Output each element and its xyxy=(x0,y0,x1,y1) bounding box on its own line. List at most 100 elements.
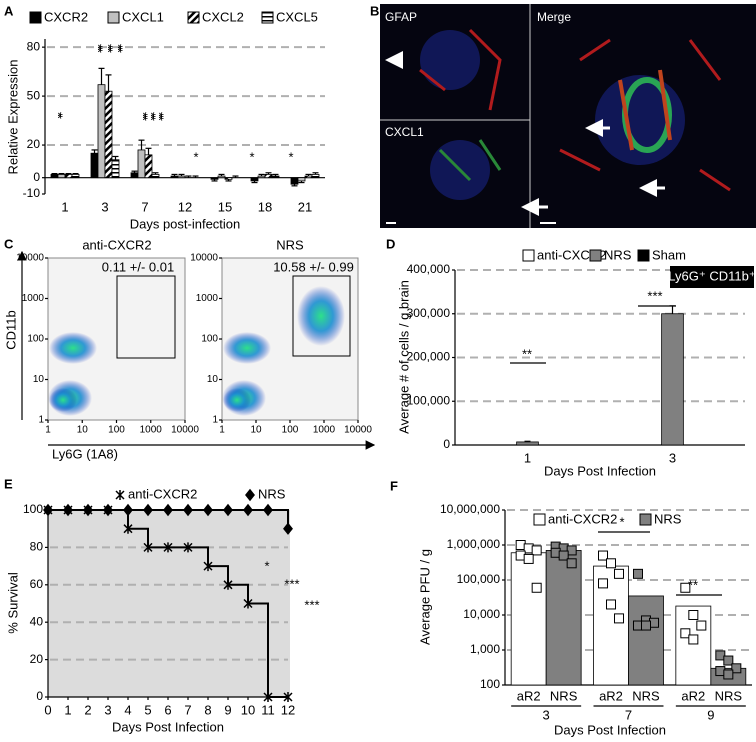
y-tick-label: 80 xyxy=(30,540,44,554)
bar xyxy=(111,159,120,179)
x-tick-label: 100 xyxy=(108,425,125,436)
plot-title: NRS xyxy=(276,237,304,252)
x-tick-label: 4 xyxy=(124,702,131,717)
bar xyxy=(257,175,266,179)
significance-label: * xyxy=(264,558,269,573)
legend-label: CXCR2 xyxy=(44,9,88,24)
significance-label: * xyxy=(249,149,254,164)
legend-swatch xyxy=(107,11,120,24)
bar xyxy=(170,175,179,179)
legend-label: CXCL2 xyxy=(202,9,244,24)
x-tick-label: 100 xyxy=(282,425,299,436)
box-label: Ly6G⁺ CD11b⁺ xyxy=(668,268,755,283)
significance-label: *** xyxy=(91,44,106,53)
data-point xyxy=(688,610,699,620)
x-tick-label: 3 xyxy=(669,450,676,465)
x-tick-label: 7 xyxy=(625,707,632,722)
y-tick-label: 10 xyxy=(207,374,219,385)
survival-step xyxy=(228,583,249,604)
data-point xyxy=(566,558,577,569)
data-point xyxy=(696,620,707,631)
significance-label: *** xyxy=(111,44,126,53)
x-tick-label: 3 xyxy=(101,199,108,214)
bar xyxy=(57,174,66,179)
x-tick-label: 10000 xyxy=(171,425,199,436)
x-tick-label: 0 xyxy=(44,702,51,717)
x-tick-label: 12 xyxy=(281,702,295,717)
x-tick-label: 11 xyxy=(261,702,275,717)
legend-swatch xyxy=(589,249,602,262)
bar xyxy=(217,175,226,179)
data-point xyxy=(688,634,699,645)
plot-title: anti-CXCR2 xyxy=(82,237,151,252)
x-tick-label: 1000 xyxy=(140,425,163,436)
x-tick-label: 9 xyxy=(224,702,231,717)
cell-population xyxy=(223,332,271,364)
legend-swatch xyxy=(187,11,200,24)
x-tick-label: 9 xyxy=(707,707,714,722)
marker xyxy=(115,490,125,500)
bar xyxy=(137,149,146,179)
y-tick-label: -10 xyxy=(23,186,41,200)
significance-label: *** xyxy=(101,44,116,53)
y-tick-label: 100,000 xyxy=(457,572,501,586)
gate xyxy=(116,275,176,359)
panel-letter: C xyxy=(4,236,14,251)
micrograph-panel: GFAP Merge CXCL1 B xyxy=(370,3,756,228)
bar-label: aR2 xyxy=(599,688,623,703)
x-axis-label: Ly6G (1A8) xyxy=(52,446,118,461)
legend-label: CXCL5 xyxy=(276,9,318,24)
x-tick-label: 10 xyxy=(250,425,262,436)
x-axis-label: Days post-infection xyxy=(130,216,241,231)
bar xyxy=(264,174,273,179)
bar xyxy=(628,595,664,686)
y-tick-label: 50 xyxy=(27,88,41,102)
x-tick-label: 1 xyxy=(524,450,531,465)
data-point xyxy=(614,568,625,579)
legend-label: anti-CXCR2 xyxy=(548,511,617,526)
bar xyxy=(151,174,160,179)
y-axis-label: % Survival xyxy=(5,572,20,634)
y-tick-label: 200,000 xyxy=(407,350,451,364)
x-axis-label: Days Post Infection xyxy=(544,463,656,478)
bar xyxy=(71,174,80,179)
panel-letter: B xyxy=(370,3,379,18)
legend-label: NRS xyxy=(258,486,286,501)
bar xyxy=(250,177,259,182)
survival-step xyxy=(268,509,289,529)
bar xyxy=(675,605,712,686)
legend-swatch xyxy=(29,11,42,24)
y-tick-label: 1 xyxy=(38,415,44,426)
cell-population xyxy=(49,388,77,412)
y-tick-label: 1,000 xyxy=(470,642,500,656)
x-tick-label: 21 xyxy=(298,199,312,214)
bar-label: aR2 xyxy=(681,688,705,703)
survival-step xyxy=(128,527,149,548)
y-tick-label: 100 xyxy=(27,334,44,345)
x-axis-label: Days Post Infection xyxy=(554,722,666,737)
y-tick-label: 60 xyxy=(30,577,44,591)
bar xyxy=(516,441,539,446)
panel-letter: F xyxy=(390,478,398,493)
x-tick-label: 7 xyxy=(184,702,191,717)
data-point xyxy=(731,663,742,674)
cell-population xyxy=(223,388,251,412)
y-axis-label: Relative Expression xyxy=(5,60,20,175)
y-tick-label: 20 xyxy=(27,137,41,151)
significance-label: ** xyxy=(51,112,66,119)
legend-label: anti-CXCR2 xyxy=(537,247,606,262)
bar xyxy=(661,313,684,446)
data-point xyxy=(531,545,542,556)
bar xyxy=(290,177,299,185)
y-tick-label: 1000 xyxy=(22,293,45,304)
legend-label: anti-CXCR2 xyxy=(128,486,197,501)
legend-label: NRS xyxy=(604,247,632,262)
y-tick-label: 100,000 xyxy=(407,393,451,407)
x-tick-label: 6 xyxy=(164,702,171,717)
data-point xyxy=(632,568,643,579)
data-point xyxy=(531,582,542,593)
bar-label: NRS xyxy=(632,688,660,703)
y-tick-label: 0 xyxy=(36,689,43,703)
legend-swatch xyxy=(533,513,546,526)
